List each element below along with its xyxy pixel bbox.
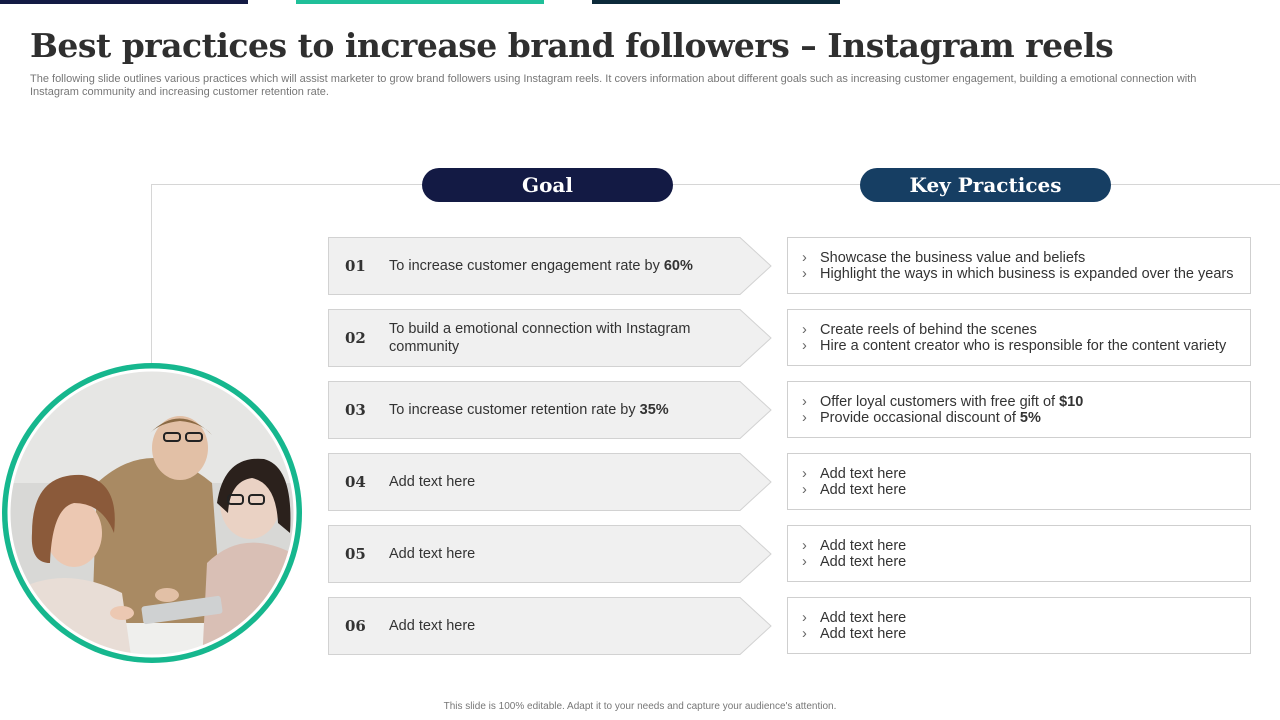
goal-text: Add text here [389, 453, 709, 511]
goal-text-segment: To build a emotional connection with Ins… [389, 321, 691, 355]
practice-text: Add text here [820, 609, 907, 626]
top-accent-bar-navy [0, 0, 248, 4]
chevron-right-icon: › [802, 321, 807, 338]
goal-number: 06 [345, 617, 366, 635]
chevron-right-icon: › [802, 393, 807, 410]
goal-number: 04 [345, 473, 366, 491]
goal-box: 03 To increase customer retention rate by… [328, 381, 772, 439]
goal-box: 02 To build a emotional connection with I… [328, 309, 772, 367]
goal-text: To increase customer engagement rate by … [389, 237, 709, 295]
goal-text: To increase customer retention rate by 3… [389, 381, 709, 439]
practice-item: › Add text here [788, 466, 1250, 482]
chevron-right-icon: › [802, 409, 807, 426]
goal-text: Add text here [389, 597, 709, 655]
key-practice-box: › Add text here › Add text here [787, 597, 1251, 654]
key-practice-box: › Add text here › Add text here [787, 453, 1251, 510]
practice-text: Add text here [820, 537, 907, 554]
key-practice-box: › Add text here › Add text here [787, 525, 1251, 582]
frame-line-top [151, 184, 1280, 185]
chevron-right-icon: › [802, 609, 807, 626]
practice-item: › Add text here [788, 610, 1250, 626]
goal-text-segment: Add text here [389, 546, 476, 562]
key-practice-box: › Create reels of behind the scenes › Hire … [787, 309, 1251, 366]
practice-item: › Create reels of behind the scenes [788, 322, 1250, 338]
practice-item: › Add text here [788, 482, 1250, 498]
goal-text-segment: Add text here [389, 618, 476, 634]
goal-number: 05 [345, 545, 366, 563]
practice-item: › Add text here [788, 554, 1250, 570]
practice-text: Offer loyal customers with free gift of [820, 393, 1060, 410]
key-practices-column-header: Key Practices [860, 168, 1111, 202]
practice-item: › Showcase the business value and beliefs [788, 250, 1250, 266]
footer-note: This slide is 100% editable. Adapt it to… [443, 701, 837, 712]
practice-item: › Add text here [788, 626, 1250, 642]
page-title: Best practices to increase brand followe… [30, 26, 1114, 65]
chevron-right-icon: › [802, 481, 807, 498]
goal-number: 01 [345, 257, 366, 275]
practice-item: › Hire a content creator who is responsib… [788, 338, 1250, 354]
chevron-right-icon: › [802, 625, 807, 642]
practice-text: Provide occasional discount of [820, 409, 1020, 426]
top-accent-bar-teal [296, 0, 544, 4]
team-photo [2, 363, 302, 663]
chevron-right-icon: › [802, 537, 807, 554]
practice-text: Add text here [820, 625, 907, 642]
practice-text: Add text here [820, 553, 907, 570]
goal-box: 05 Add text here [328, 525, 772, 583]
goal-box: 06 Add text here [328, 597, 772, 655]
goal-text-segment: Add text here [389, 474, 476, 490]
top-accent-bar-dark [592, 0, 840, 4]
goal-text-segment: To increase customer engagement rate by [389, 258, 664, 274]
goal-column-header: Goal [422, 168, 673, 202]
chevron-right-icon: › [802, 337, 807, 354]
goal-text-highlight: 60% [663, 258, 693, 274]
practice-highlight: $10 [1059, 393, 1084, 410]
goal-text: Add text here [389, 525, 709, 583]
practice-item: › Add text here [788, 538, 1250, 554]
practice-item: › Highlight the ways in which business is… [788, 266, 1250, 282]
goal-text: To build a emotional connection with Ins… [389, 309, 709, 367]
practice-text: Create reels of behind the scenes [820, 321, 1037, 338]
practice-item: › Provide occasional discount of 5% [788, 410, 1250, 426]
goal-box: 04 Add text here [328, 453, 772, 511]
frame-line-left [151, 184, 152, 367]
practice-text: Add text here [820, 465, 907, 482]
chevron-right-icon: › [802, 265, 807, 282]
goal-number: 02 [345, 329, 366, 347]
key-practice-box: › Showcase the business value and beliefs… [787, 237, 1251, 294]
practice-text: Showcase the business value and beliefs [820, 249, 1086, 266]
practice-highlight: 5% [1019, 409, 1041, 426]
key-practice-box: › Offer loyal customers with free gift of… [787, 381, 1251, 438]
practice-text: Add text here [820, 481, 907, 498]
goal-text-segment: To increase customer retention rate by [389, 402, 640, 418]
goal-text-highlight: 35% [639, 402, 669, 418]
practice-text: Hire a content creator who is responsibl… [820, 337, 1227, 354]
goal-number: 03 [345, 401, 366, 419]
chevron-right-icon: › [802, 553, 807, 570]
chevron-right-icon: › [802, 249, 807, 266]
practice-item: › Offer loyal customers with free gift of… [788, 394, 1250, 410]
chevron-right-icon: › [802, 465, 807, 482]
page-subtitle: The following slide outlines various pra… [30, 73, 1197, 98]
goal-box: 01 To increase customer engagement rate b… [328, 237, 772, 295]
practice-text: Highlight the ways in which business is … [820, 265, 1234, 282]
